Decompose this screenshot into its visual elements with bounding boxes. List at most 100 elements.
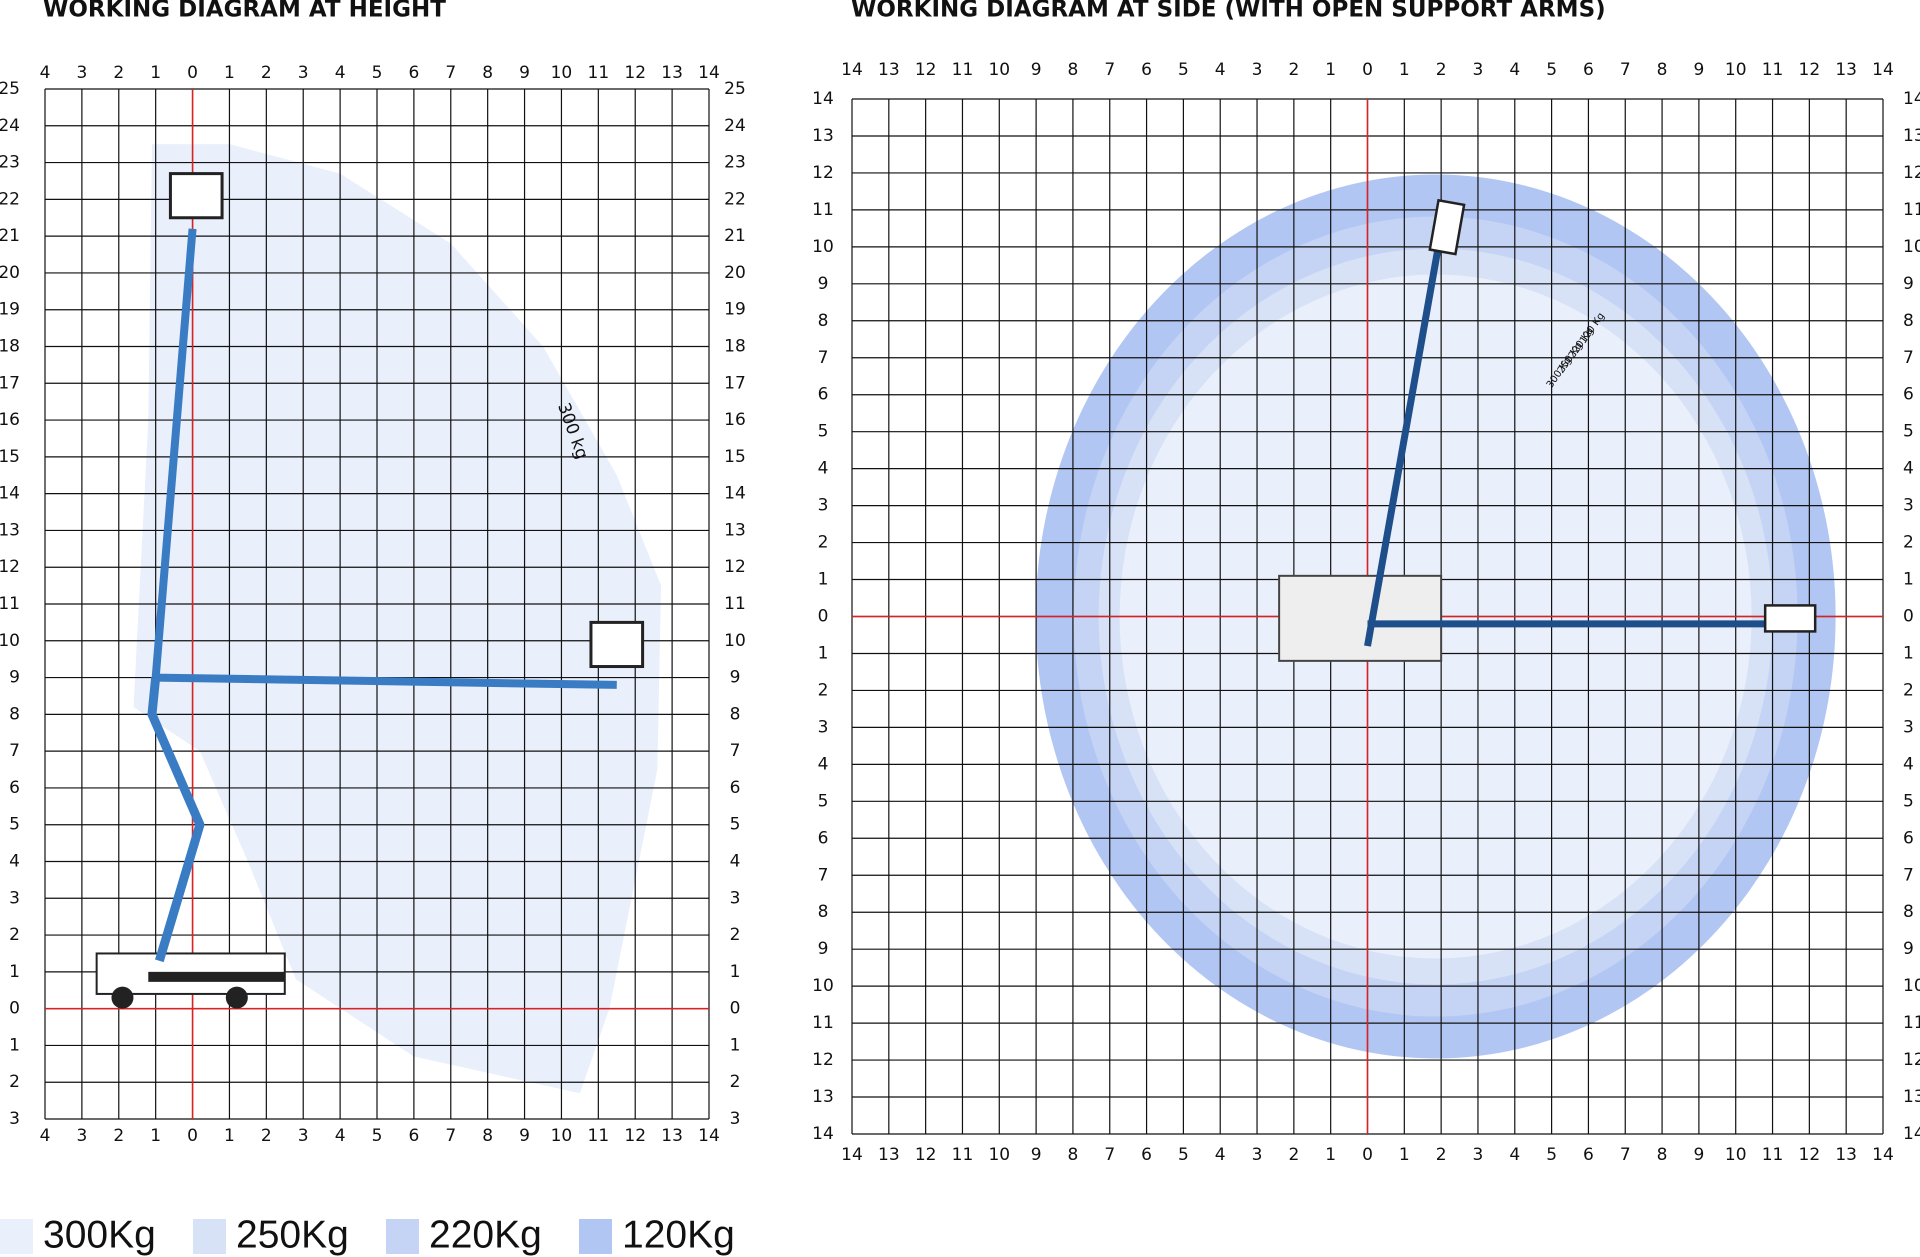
y-label: 11: [812, 200, 834, 220]
x-label: 1: [1399, 1145, 1410, 1165]
y-label: 14: [1903, 89, 1920, 109]
x-label: 9: [519, 1126, 530, 1146]
y-label: 16: [0, 410, 20, 430]
x-label: 14: [841, 60, 863, 80]
y-label: 4: [1903, 459, 1914, 479]
x-label: 12: [624, 63, 646, 83]
y-label: 12: [724, 557, 746, 577]
y-label: 14: [812, 89, 834, 109]
x-label: 4: [1215, 60, 1226, 80]
x-label: 1: [224, 1126, 235, 1146]
x-label: 12: [1799, 1145, 1821, 1165]
y-label: 1: [9, 1035, 20, 1055]
truck-bed: [148, 971, 285, 982]
x-label: 2: [261, 63, 272, 83]
legend-swatch: [193, 1219, 226, 1254]
boom: [155, 673, 617, 689]
x-label: 11: [952, 60, 974, 80]
y-label: 17: [0, 373, 20, 393]
x-label: 8: [1657, 60, 1668, 80]
y-label: 2: [9, 925, 20, 945]
wheel: [225, 986, 248, 1009]
y-label: 23: [0, 153, 20, 173]
legend-label: 300Kg: [43, 1213, 156, 1256]
y-label: 19: [0, 300, 20, 320]
y-label: 2: [1903, 533, 1914, 553]
y-label: 18: [724, 337, 746, 357]
y-label: 3: [730, 1109, 741, 1129]
boom-arm: [147, 677, 205, 963]
y-label: 1: [730, 1035, 741, 1055]
x-label: 2: [1288, 1145, 1299, 1165]
boom: [1364, 209, 1449, 647]
y-label: 1: [9, 962, 20, 982]
y-label: 13: [0, 520, 20, 540]
y-label: 11: [1903, 200, 1920, 220]
y-label: 3: [730, 888, 741, 908]
y-label: 17: [724, 373, 746, 393]
y-label: 20: [724, 263, 746, 283]
y-label: 4: [818, 459, 829, 479]
y-label: 23: [724, 153, 746, 173]
x-label: 1: [1325, 60, 1336, 80]
x-label: 14: [841, 1145, 863, 1165]
x-label: 5: [372, 63, 383, 83]
y-label: 21: [724, 226, 746, 246]
x-label: 11: [588, 1126, 610, 1146]
y-label: 21: [0, 226, 20, 246]
envelope-300: [133, 144, 662, 1094]
y-label: 1: [1903, 570, 1914, 590]
y-label: 6: [730, 778, 741, 798]
x-label: 9: [1693, 60, 1704, 80]
y-label: 7: [818, 865, 829, 885]
y-label: 8: [1903, 311, 1914, 331]
y-label: 24: [724, 116, 746, 136]
y-label: 25: [724, 79, 746, 99]
x-label: 5: [1546, 1145, 1557, 1165]
x-label: 10: [1725, 60, 1747, 80]
y-label: 2: [730, 1072, 741, 1092]
x-label: 6: [1141, 1145, 1152, 1165]
x-label: 14: [1872, 60, 1894, 80]
x-label: 8: [1068, 60, 1079, 80]
x-label: 10: [988, 1145, 1010, 1165]
y-label: 16: [724, 410, 746, 430]
x-label: 4: [1215, 1145, 1226, 1165]
y-label: 1: [818, 643, 829, 663]
x-label: 10: [988, 60, 1010, 80]
legend-label: 220Kg: [429, 1213, 542, 1256]
right-title: WORKING DIAGRAM AT SIDE (WITH OPEN SUPPO…: [851, 0, 1606, 23]
x-label: 12: [915, 60, 937, 80]
y-label: 5: [9, 815, 20, 835]
x-label: 14: [698, 1126, 720, 1146]
y-label: 13: [812, 126, 834, 146]
y-label: 10: [1903, 237, 1920, 257]
x-label: 7: [1620, 60, 1631, 80]
y-label: 7: [1903, 348, 1914, 368]
x-label: 13: [1835, 1145, 1857, 1165]
x-label: 3: [1252, 60, 1263, 80]
x-label: 10: [1725, 1145, 1747, 1165]
x-label: 4: [1509, 60, 1520, 80]
y-label: 13: [1903, 1087, 1920, 1107]
x-label: 3: [298, 1126, 309, 1146]
x-label: 2: [113, 1126, 124, 1146]
x-label: 3: [298, 63, 309, 83]
x-label: 8: [1068, 1145, 1079, 1165]
x-label: 4: [40, 1126, 51, 1146]
x-label: 7: [1620, 1145, 1631, 1165]
y-label: 11: [724, 594, 746, 614]
x-label: 1: [224, 63, 235, 83]
x-label: 13: [878, 60, 900, 80]
y-label: 22: [0, 189, 20, 209]
y-label: 8: [9, 704, 20, 724]
y-label: 7: [818, 348, 829, 368]
y-label: 5: [1903, 791, 1914, 811]
y-label: 0: [818, 607, 829, 627]
y-label: 13: [1903, 126, 1920, 146]
y-label: 6: [818, 828, 829, 848]
basket: [1763, 604, 1817, 633]
y-label: 14: [0, 484, 20, 504]
y-label: 18: [0, 337, 20, 357]
y-label: 14: [1903, 1124, 1920, 1144]
